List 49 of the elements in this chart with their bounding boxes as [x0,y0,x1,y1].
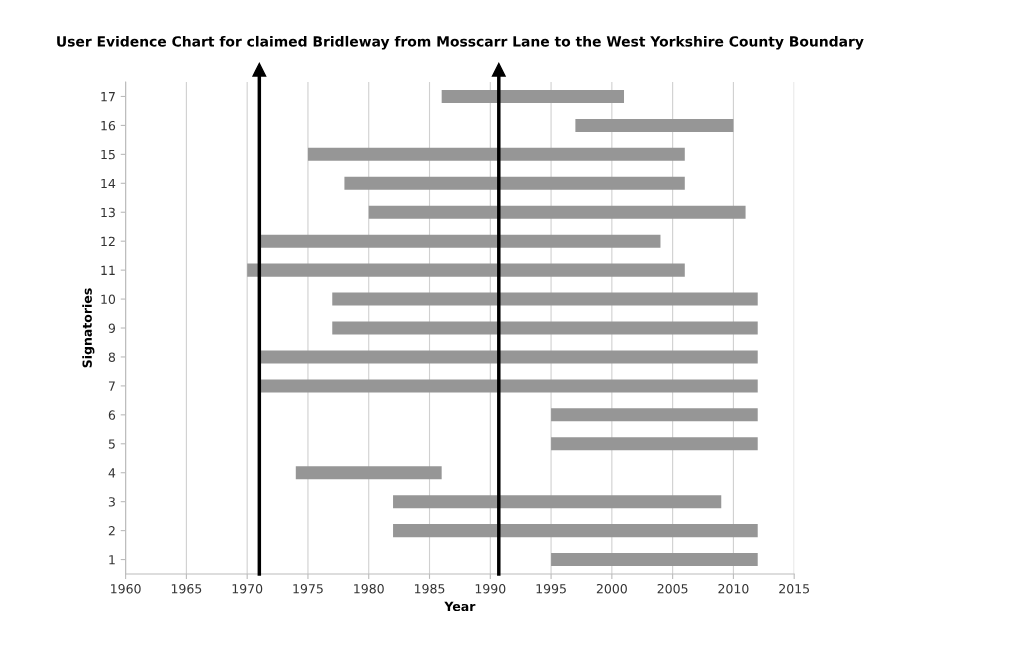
y-tick-label: 10 [101,294,116,304]
bar [332,292,758,306]
y-tick-label: 16 [101,120,116,131]
x-tick-label: 2015 [779,583,810,594]
chart-title: User Evidence Chart for claimed Bridleway from Mosscarr Lane to the West Yorkshire County Boundary [57,35,864,50]
y-tick-label: 6 [108,410,116,420]
y-axis-title: Signatories [82,288,95,368]
x-axis-title: Year [444,601,476,612]
bar [393,524,758,538]
bar [551,408,758,422]
bar [551,437,758,451]
x-tick-label: 2005 [657,583,688,594]
bar [259,234,661,248]
y-tick-label: 12 [101,236,115,246]
x-tick-label: 1960 [111,583,141,594]
y-tick-label: 3 [108,497,115,507]
y-tick-label: 17 [101,92,115,102]
bar [307,147,685,161]
x-tick-label: 1975 [293,583,323,594]
y-tick-label: 11 [101,265,115,275]
x-tick-label: 1980 [354,583,384,594]
y-tick-label: 13 [101,207,115,218]
x-tick-label: 1990 [475,583,506,594]
x-tick-label: 1995 [536,583,566,594]
y-tick-label: 5 [108,439,115,449]
bar [368,205,746,219]
y-tick-label: 4 [108,468,116,478]
bar [393,495,722,509]
x-tick-label: 2010 [718,583,749,594]
bar [344,176,685,190]
y-tick-label: 7 [108,381,115,391]
x-tick-label: 2000 [596,583,627,594]
x-tick-label: 1965 [171,583,202,594]
x-tick-label: 1985 [414,583,445,594]
y-tick-label: 1 [109,555,115,565]
bar [247,263,685,277]
bar [551,553,758,567]
bar [575,118,734,132]
bar [259,350,758,364]
x-tick-label: 1970 [232,583,263,594]
y-tick-label: 8 [108,352,116,362]
bar [332,321,758,335]
bar [259,379,758,393]
y-tick-label: 15 [101,150,115,160]
bar [295,466,442,480]
y-tick-label: 2 [108,526,115,536]
y-tick-label: 9 [108,323,116,333]
y-tick-label: 14 [101,178,116,189]
bar [441,89,625,103]
